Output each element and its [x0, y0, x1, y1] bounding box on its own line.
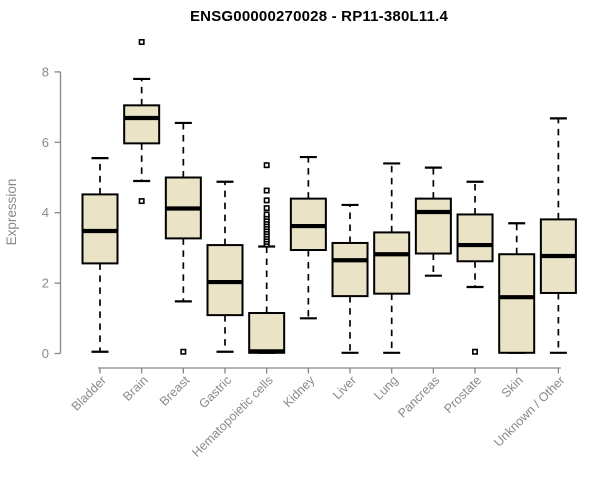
y-tick-label: 2	[42, 276, 49, 291]
x-tick-label: Liver	[330, 373, 359, 402]
iqr-box	[373, 231, 411, 295]
y-tick-label: 4	[42, 205, 49, 220]
iqr-box	[331, 241, 369, 298]
box-unknown-other	[539, 117, 577, 354]
outlier-point	[263, 197, 270, 204]
outlier-point	[138, 198, 145, 205]
x-tick-label: Pancreas	[395, 373, 442, 420]
box-hematopoietic-cells	[248, 162, 286, 354]
iqr-box	[498, 253, 536, 354]
y-axis: 0 2 4 6 8	[42, 64, 62, 361]
box-skin	[498, 222, 536, 354]
outlier-point	[180, 348, 187, 355]
x-tick-label: Hematopoietic cells	[189, 373, 276, 460]
outlier-point	[263, 211, 270, 218]
x-tick-label: Skin	[499, 373, 526, 400]
iqr-box	[81, 193, 119, 265]
x-tick-label: Kidney	[281, 373, 318, 410]
outlier-point	[263, 205, 270, 212]
box-bladder	[81, 157, 119, 353]
y-tick-label: 0	[42, 346, 49, 361]
x-tick-label: Prostate	[441, 373, 484, 416]
y-tick-label: 6	[42, 135, 49, 150]
box-breast	[164, 121, 202, 355]
iqr-box	[248, 312, 286, 354]
box-pancreas	[414, 166, 452, 277]
x-tick-label: Bladder	[69, 373, 109, 413]
outlier-point	[138, 38, 145, 45]
box-kidney	[289, 155, 327, 320]
outlier-point	[263, 187, 270, 194]
iqr-box	[456, 213, 494, 263]
iqr-box	[414, 197, 452, 255]
outlier-point	[472, 348, 479, 355]
x-tick-label: Brain	[120, 373, 151, 404]
y-tick-label: 8	[42, 64, 49, 79]
chart-title: ENSG00000270028 - RP11-380L11.4	[189, 8, 449, 25]
iqr-box	[123, 104, 161, 145]
x-tick-label: Unknown / Other	[491, 373, 567, 449]
x-tick-label: Gastric	[196, 373, 234, 411]
x-tick-label: Lung	[371, 373, 401, 403]
box-brain	[123, 38, 161, 205]
box-lung	[373, 162, 411, 354]
box-gastric	[206, 180, 244, 353]
box-liver	[331, 203, 369, 354]
box-prostate	[456, 180, 494, 355]
x-tick-label: Breast	[157, 373, 193, 409]
outlier-point	[263, 162, 270, 169]
